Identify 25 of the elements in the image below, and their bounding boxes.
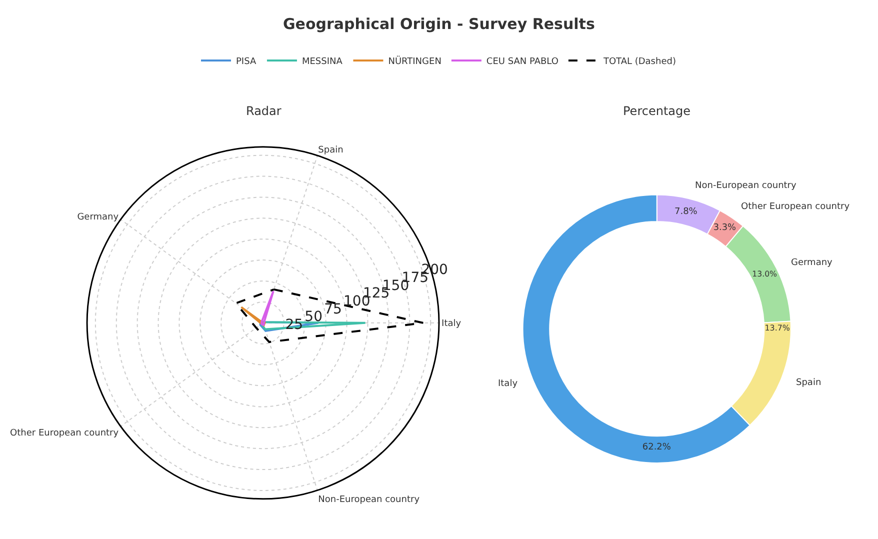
spoke-label: Non-European country — [318, 495, 420, 506]
chart-title: Geographical Origin - Survey Results — [283, 15, 595, 33]
legend-label: NÜRTINGEN — [388, 55, 442, 68]
data-label: 7.8% — [674, 206, 698, 217]
legend-label: CEU SAN PABLO — [486, 57, 558, 68]
legend-label: MESSINA — [302, 57, 344, 68]
slice-label: Germany — [791, 258, 834, 268]
slice-label: Italy — [498, 379, 518, 389]
spoke-label: Spain — [318, 145, 344, 156]
slice-label: Other European country — [741, 202, 850, 212]
text: Radar — [246, 104, 282, 118]
spoke-label: Other European country — [10, 428, 120, 439]
spoke-label: Italy — [442, 319, 462, 330]
y-tick-label: 75 — [324, 301, 342, 318]
chart-title: Percentage — [623, 104, 691, 118]
y-tick-label: 50 — [304, 309, 323, 326]
data-label: 13.0% — [752, 269, 778, 278]
slice-label: Non-European country — [695, 181, 798, 191]
data-label: 62.2% — [642, 442, 672, 452]
spoke-label: Germany — [77, 212, 120, 222]
data-label: 3.3% — [713, 223, 736, 234]
data-label: 13.7% — [764, 324, 790, 333]
legend-label: TOTAL (Dashed) — [602, 57, 676, 68]
legend-label: PISA — [236, 57, 257, 68]
slice-label: Spain — [796, 378, 822, 388]
